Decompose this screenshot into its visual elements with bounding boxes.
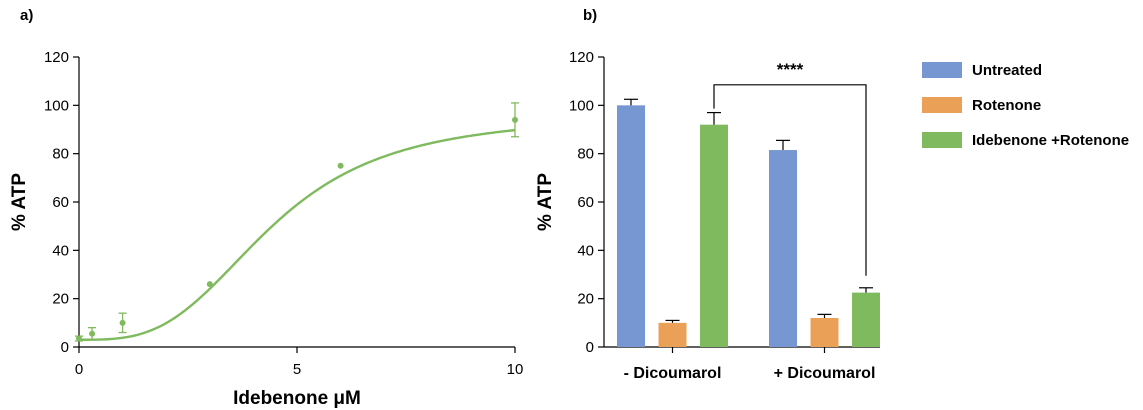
a-y-tick-label: 40 — [52, 242, 69, 259]
legend-label: Rotenone — [972, 97, 1041, 114]
a-axes — [78, 57, 515, 348]
data-point — [119, 319, 126, 326]
a-x-axis-label: Idebenone μM — [233, 388, 361, 409]
legend: Untreated Rotenone Idebenone +Rotenone — [922, 62, 1129, 149]
data-point — [206, 281, 213, 288]
bars — [617, 98, 880, 348]
b-y-tick-label: 40 — [577, 242, 594, 259]
panel-label-a: a) — [20, 7, 33, 24]
legend-label: Idebenone +Rotenone — [972, 132, 1129, 149]
a-y-tick-label: 0 — [61, 339, 69, 356]
data-point — [337, 162, 344, 169]
legend-swatch — [922, 97, 962, 113]
bar — [810, 318, 839, 347]
panel-label-b: b) — [583, 7, 597, 24]
fit-curve — [79, 128, 516, 341]
category-label: + Dicoumarol — [774, 365, 876, 382]
a-y-tick-label: 100 — [44, 97, 69, 114]
legend-label: Untreated — [972, 62, 1042, 79]
a-y-tick-label: 20 — [52, 291, 69, 308]
b-y-tick-label: 60 — [577, 194, 594, 211]
b-y-tick-label: 100 — [569, 97, 594, 114]
significance-bracket: **** — [713, 60, 867, 276]
a-y-ticks: 0 20 40 60 80 100 120 — [44, 49, 79, 356]
bar — [769, 150, 797, 347]
b-y-ticks: 0 20 40 60 80 100 120 — [569, 49, 604, 356]
bracket-line — [713, 84, 867, 276]
data-point — [89, 330, 96, 337]
b-y-tick-label: 120 — [569, 49, 594, 66]
data-point — [76, 335, 82, 342]
a-x-tick-label: 0 — [75, 361, 83, 378]
bar — [852, 292, 880, 347]
b-y-tick-label: 0 — [586, 339, 594, 356]
b-y-tick-label: 20 — [577, 291, 594, 308]
a-x-tick-label: 10 — [507, 361, 524, 378]
significance-label: **** — [777, 60, 804, 79]
category-labels: - Dicoumarol + Dicoumarol — [624, 347, 876, 382]
category-label: - Dicoumarol — [624, 365, 722, 382]
b-y-axis-label: % ATP — [535, 173, 556, 231]
bar — [658, 322, 687, 347]
data-point — [512, 116, 518, 123]
legend-swatch — [922, 132, 962, 148]
a-y-tick-label: 80 — [52, 146, 69, 163]
a-x-tick-label: 5 — [293, 361, 301, 378]
bar — [700, 124, 728, 348]
dose-response-chart: 0 20 40 60 80 100 120 0 5 10 % ATP Idebenone μM — [9, 49, 523, 409]
a-y-tick-label: 60 — [52, 194, 69, 211]
data-points — [75, 102, 519, 342]
b-y-tick-label: 80 — [577, 146, 594, 163]
legend-swatch — [922, 62, 962, 78]
a-y-tick-label: 120 — [44, 49, 69, 66]
b-axes — [603, 57, 880, 348]
a-x-ticks: 0 5 10 — [75, 347, 524, 378]
bar — [617, 105, 645, 347]
bar-chart: 0 20 40 60 80 100 120 - Dicoumarol + Dicoumarol… — [535, 49, 1129, 382]
a-y-axis-label: % ATP — [9, 173, 30, 231]
